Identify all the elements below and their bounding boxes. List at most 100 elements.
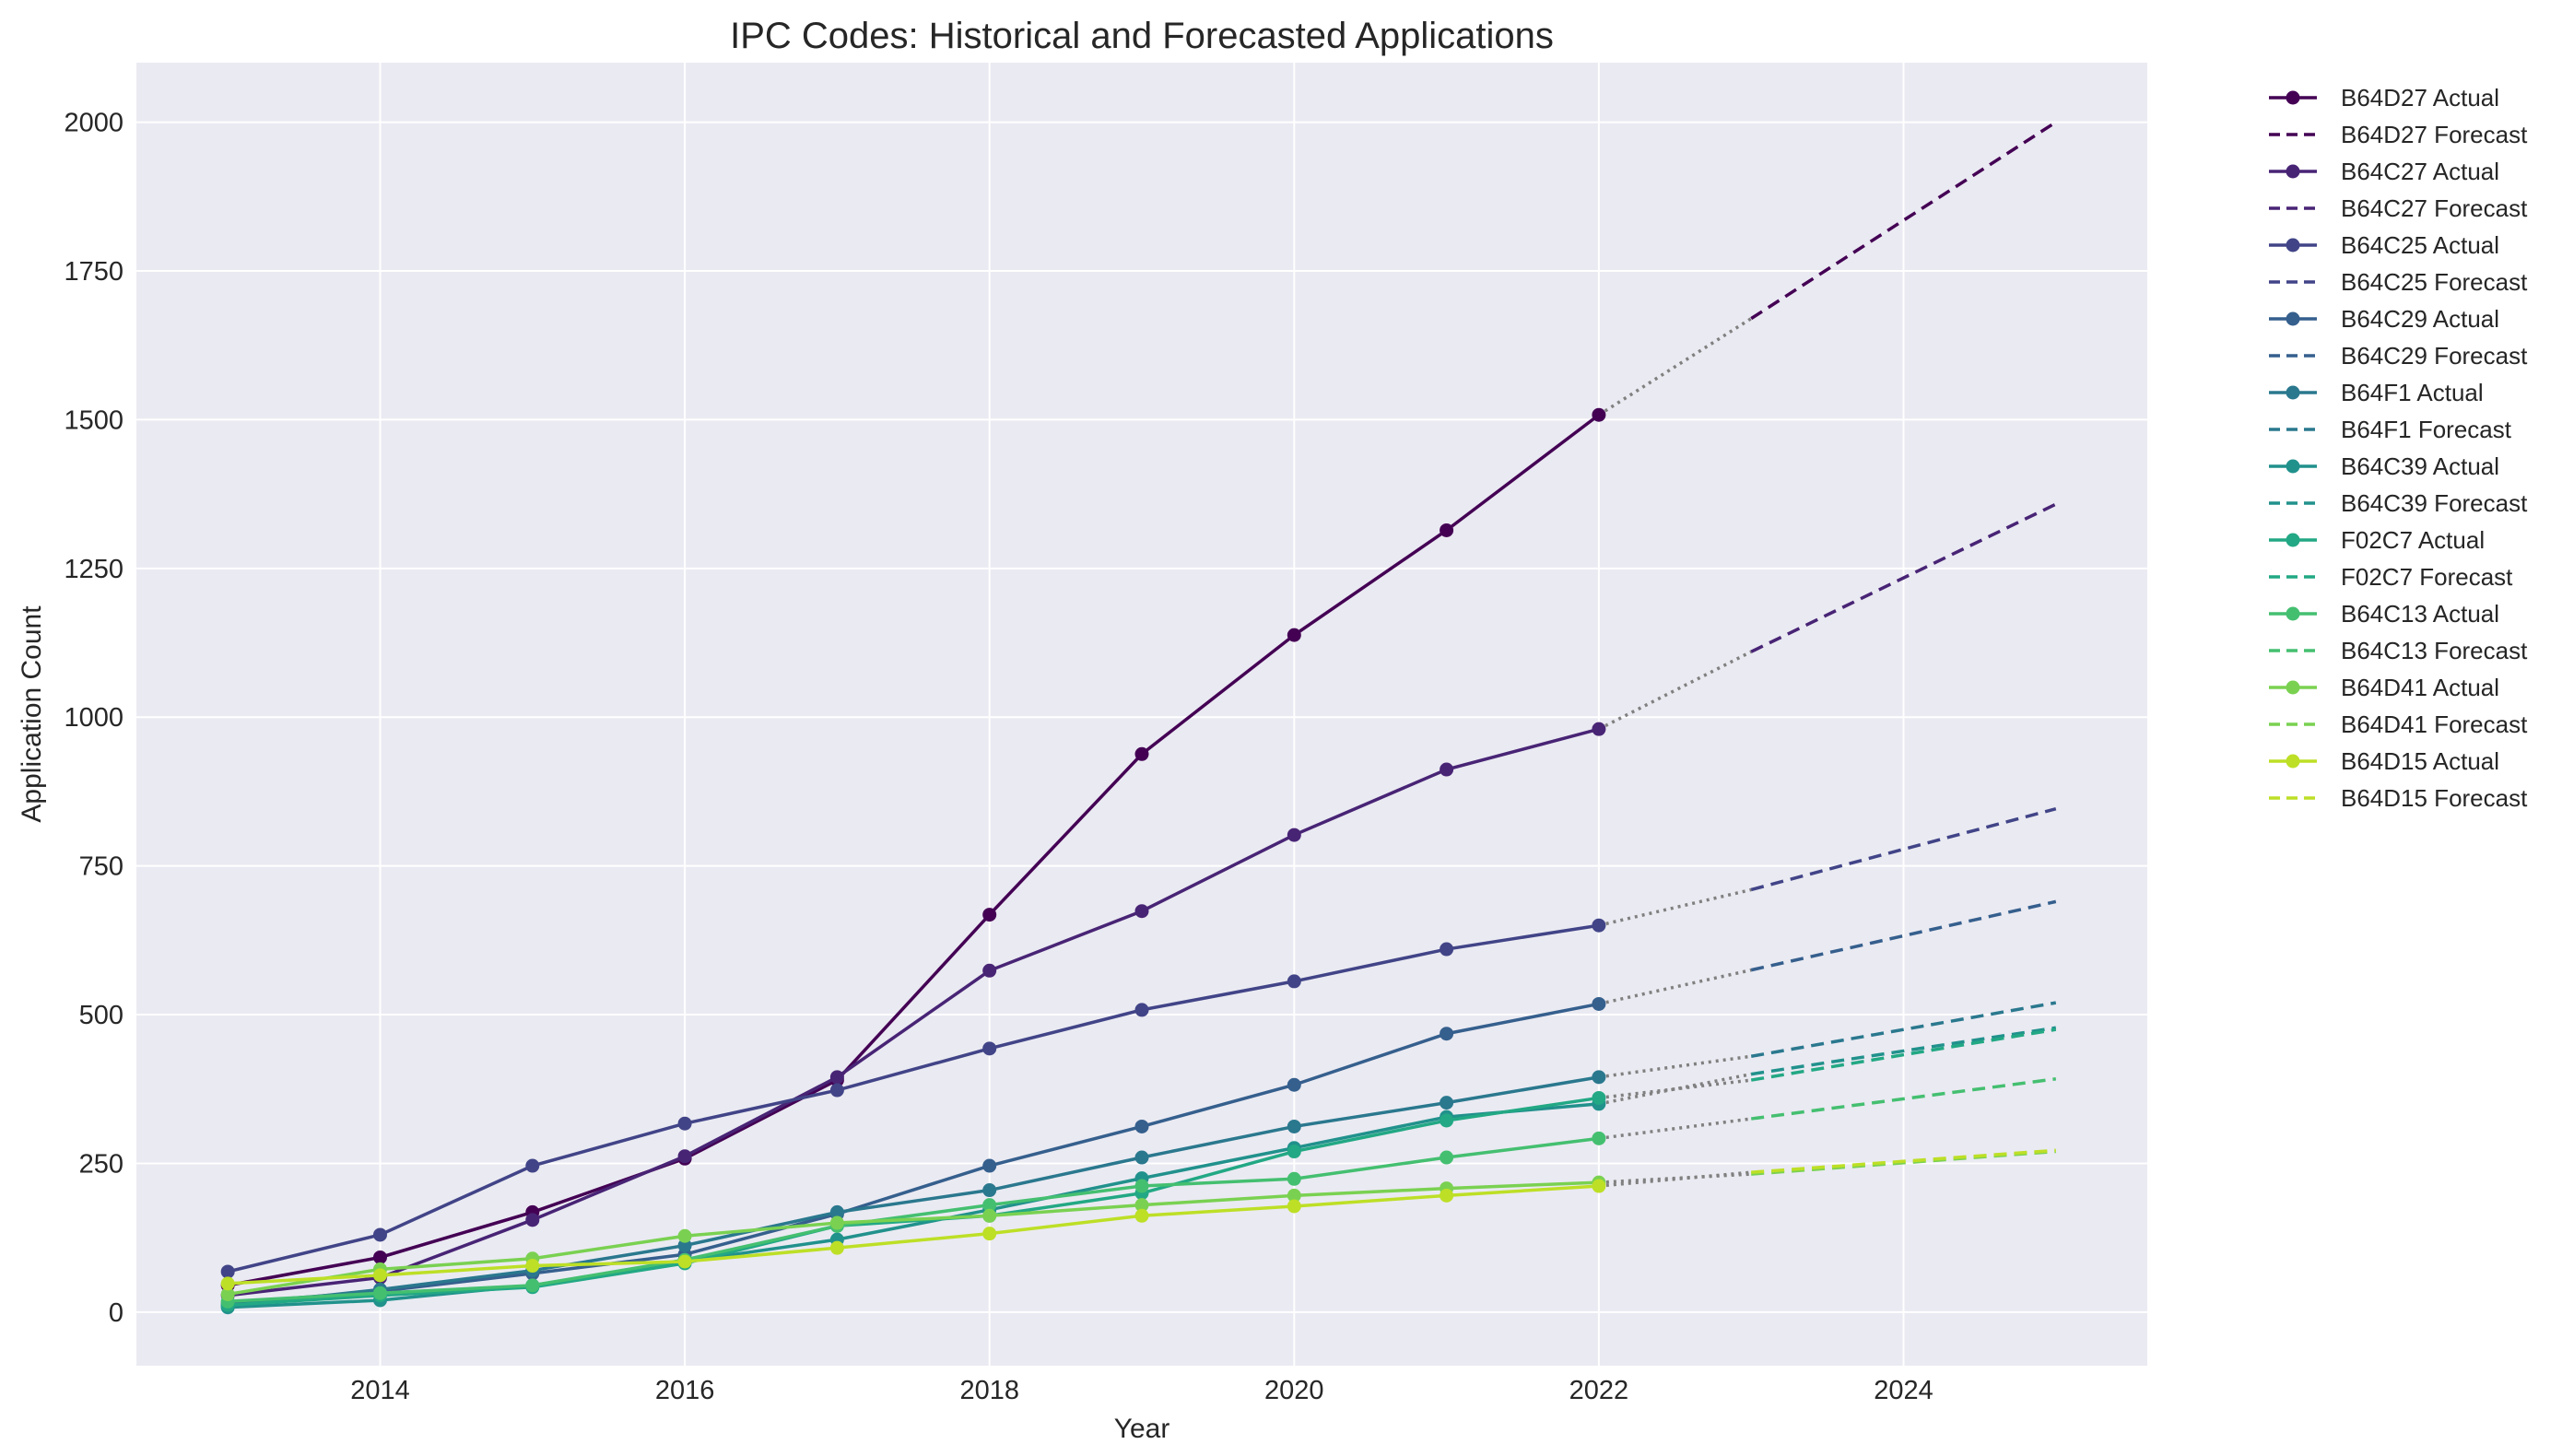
data-point (1592, 997, 1605, 1011)
data-point (1440, 1113, 1453, 1127)
legend-label: F02C7 Forecast (2341, 563, 2513, 591)
x-tick-label: 2014 (350, 1376, 410, 1405)
data-point (1135, 1151, 1149, 1165)
data-point (830, 1084, 844, 1098)
data-point (1287, 628, 1301, 642)
data-point (221, 1264, 235, 1278)
legend-label: B64C27 Actual (2341, 158, 2499, 185)
data-point (830, 1216, 844, 1230)
data-point (1287, 1145, 1301, 1158)
data-point (221, 1276, 235, 1290)
legend-marker (2286, 91, 2300, 105)
data-point (1440, 1027, 1453, 1040)
legend-label: B64D27 Actual (2341, 84, 2499, 112)
data-point (1135, 1209, 1149, 1223)
y-tick-label: 1500 (64, 405, 123, 435)
legend-marker (2286, 681, 2300, 695)
legend-label: F02C7 Actual (2341, 526, 2485, 554)
x-tick-label: 2018 (959, 1376, 1019, 1405)
x-tick-label: 2022 (1569, 1376, 1629, 1405)
data-point (1287, 1199, 1301, 1213)
data-point (525, 1213, 539, 1227)
legend-label: B64D41 Forecast (2341, 710, 2528, 738)
legend-label: B64D15 Forecast (2341, 784, 2528, 812)
y-axis-label: Application Count (17, 605, 47, 823)
y-tick-label: 2000 (64, 109, 123, 138)
legend-marker (2286, 386, 2300, 400)
data-point (1135, 747, 1149, 761)
data-point (830, 1070, 844, 1084)
legend-label: B64C29 Actual (2341, 305, 2499, 333)
data-point (982, 1159, 996, 1173)
legend-marker (2286, 312, 2300, 326)
data-point (525, 1259, 539, 1273)
data-point (678, 1117, 692, 1131)
data-point (1592, 1132, 1605, 1145)
x-tick-label: 2020 (1264, 1376, 1324, 1405)
legend-label: B64C25 Forecast (2341, 268, 2528, 296)
data-point (1592, 1091, 1605, 1105)
data-point (1287, 1120, 1301, 1133)
data-point (1440, 1096, 1453, 1110)
legend-label: B64C25 Actual (2341, 231, 2499, 259)
data-point (678, 1229, 692, 1243)
data-point (982, 1227, 996, 1240)
y-tick-label: 250 (79, 1149, 123, 1179)
data-point (1287, 974, 1301, 988)
legend-label: B64C29 Forecast (2341, 342, 2528, 370)
legend-label: B64F1 Actual (2341, 379, 2484, 406)
x-tick-label: 2016 (655, 1376, 715, 1405)
data-point (1440, 523, 1453, 537)
y-tick-label: 500 (79, 1001, 123, 1030)
data-point (1287, 1172, 1301, 1186)
data-point (1135, 1120, 1149, 1133)
y-tick-label: 1750 (64, 257, 123, 287)
x-axis-label: Year (1114, 1414, 1170, 1444)
legend-label: B64C39 Forecast (2341, 489, 2528, 517)
data-point (982, 1041, 996, 1055)
data-point (830, 1241, 844, 1255)
data-point (1135, 904, 1149, 918)
chart-title: IPC Codes: Historical and Forecasted App… (730, 16, 1554, 56)
data-point (373, 1227, 387, 1241)
data-point (1135, 1003, 1149, 1016)
data-point (982, 908, 996, 922)
data-point (525, 1159, 539, 1173)
y-tick-label: 0 (109, 1298, 123, 1328)
legend-label: B64D27 Forecast (2341, 121, 2528, 148)
data-point (373, 1286, 387, 1300)
legend-marker (2286, 239, 2300, 252)
data-point (373, 1268, 387, 1282)
legend-label: B64C13 Forecast (2341, 637, 2528, 664)
data-point (982, 1183, 996, 1197)
data-point (1440, 943, 1453, 957)
data-point (1592, 1070, 1605, 1084)
legend-label: B64D15 Actual (2341, 747, 2499, 775)
data-point (1287, 1078, 1301, 1092)
x-tick-label: 2024 (1874, 1376, 1933, 1405)
data-point (982, 1209, 996, 1223)
data-point (678, 1149, 692, 1163)
y-tick-label: 1250 (64, 555, 123, 584)
legend-label: B64C13 Actual (2341, 600, 2499, 628)
data-point (1440, 1189, 1453, 1203)
legend-label: B64F1 Forecast (2341, 416, 2512, 443)
legend-label: B64D41 Actual (2341, 674, 2499, 701)
legend-marker (2286, 460, 2300, 474)
data-point (982, 964, 996, 978)
legend-label: B64C39 Actual (2341, 452, 2499, 480)
legend-marker (2286, 607, 2300, 621)
y-tick-label: 1000 (64, 703, 123, 733)
data-point (1440, 763, 1453, 777)
legend-marker (2286, 534, 2300, 547)
data-point (1592, 919, 1605, 933)
data-point (678, 1255, 692, 1269)
data-point (1287, 828, 1301, 842)
data-point (1440, 1151, 1453, 1165)
y-tick-label: 750 (79, 852, 123, 882)
data-point (1135, 1180, 1149, 1193)
data-point (525, 1278, 539, 1292)
data-point (373, 1251, 387, 1264)
data-point (1592, 408, 1605, 422)
